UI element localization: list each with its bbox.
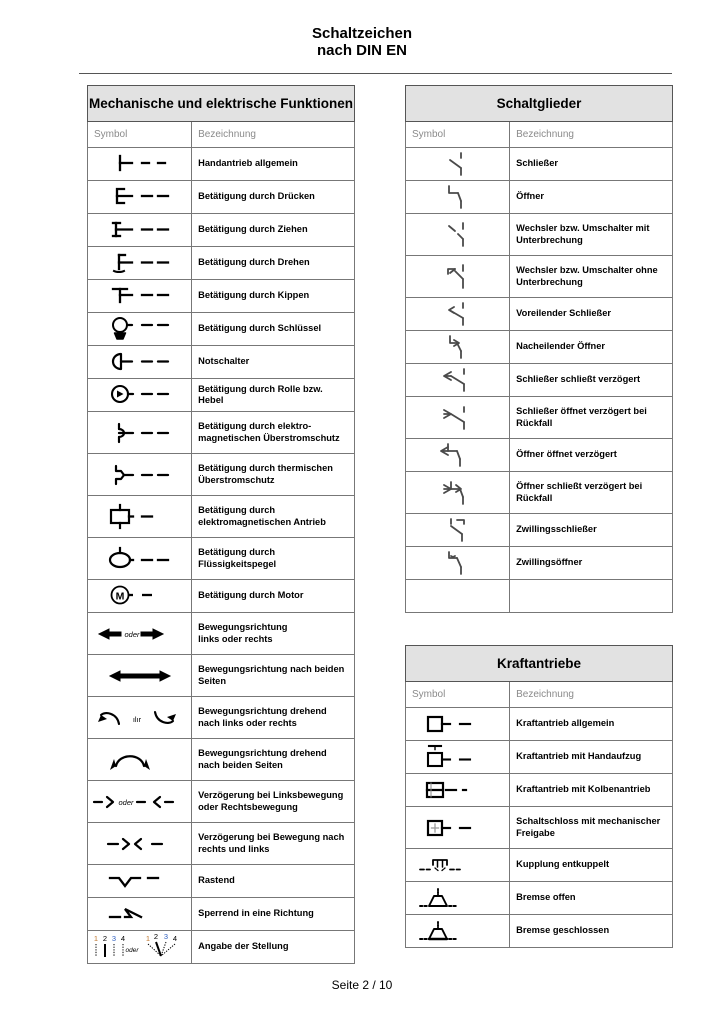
svg-text:3: 3 — [111, 934, 115, 943]
svg-text:1: 1 — [145, 934, 149, 943]
svg-text:oder: oder — [124, 630, 140, 639]
svg-text:ılır: ılır — [132, 715, 141, 724]
svg-text:oder: oder — [119, 798, 135, 807]
svg-text:2: 2 — [153, 934, 157, 941]
svg-text:2: 2 — [102, 934, 106, 943]
svg-text:M: M — [115, 591, 124, 603]
svg-text:1: 1 — [93, 934, 97, 943]
svg-text:4: 4 — [172, 934, 176, 943]
svg-text:3: 3 — [163, 934, 167, 941]
svg-text:oder: oder — [125, 947, 139, 954]
svg-text:4: 4 — [120, 934, 124, 943]
